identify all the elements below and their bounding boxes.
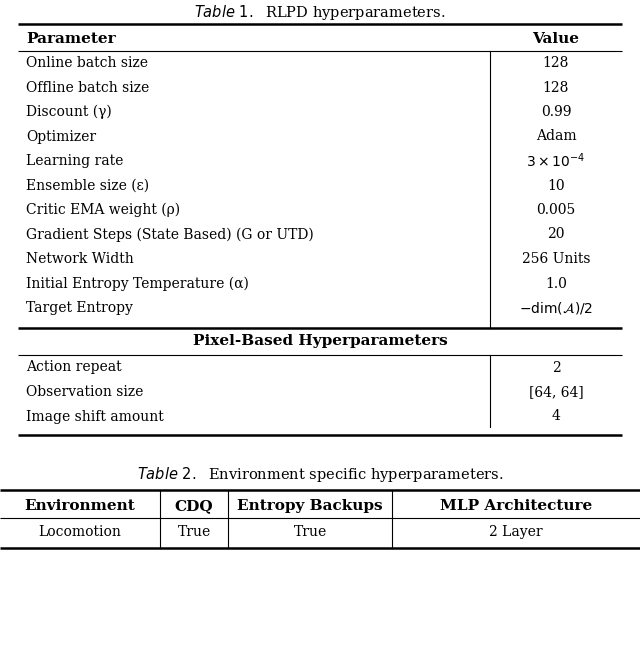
Text: 2 Layer: 2 Layer — [489, 525, 543, 539]
Text: Image shift amount: Image shift amount — [26, 409, 164, 424]
Text: Network Width: Network Width — [26, 252, 134, 266]
Text: 128: 128 — [543, 80, 569, 95]
Text: True: True — [177, 525, 211, 539]
Text: Optimizer: Optimizer — [26, 130, 96, 143]
Text: Discount (γ): Discount (γ) — [26, 105, 112, 119]
Text: Learning rate: Learning rate — [26, 154, 124, 168]
Text: Offline batch size: Offline batch size — [26, 80, 149, 95]
Text: 2: 2 — [552, 361, 561, 374]
Text: Gradient Steps (State Based) (G or UTD): Gradient Steps (State Based) (G or UTD) — [26, 228, 314, 242]
Text: 10: 10 — [547, 179, 565, 192]
Text: Pixel-Based Hyperparameters: Pixel-Based Hyperparameters — [193, 334, 447, 349]
Text: Critic EMA weight (ρ): Critic EMA weight (ρ) — [26, 203, 180, 217]
Text: $3 \times 10^{-4}$: $3 \times 10^{-4}$ — [526, 152, 586, 170]
Text: 0.99: 0.99 — [541, 105, 572, 119]
Text: Observation size: Observation size — [26, 385, 143, 399]
Text: Initial Entropy Temperature (α): Initial Entropy Temperature (α) — [26, 276, 249, 291]
Text: Environment: Environment — [24, 499, 136, 513]
Text: 20: 20 — [547, 228, 564, 241]
Text: Action repeat: Action repeat — [26, 361, 122, 374]
Text: Parameter: Parameter — [26, 32, 116, 46]
Text: 256 Units: 256 Units — [522, 252, 590, 266]
Text: Adam: Adam — [536, 130, 576, 143]
Text: $\mathit{Table\ 2.}$  Environment specific hyperparameters.: $\mathit{Table\ 2.}$ Environment specifi… — [137, 466, 503, 484]
Text: 0.005: 0.005 — [536, 203, 575, 217]
Text: CDQ: CDQ — [175, 499, 213, 513]
Text: Online batch size: Online batch size — [26, 56, 148, 70]
Text: Ensemble size (ε): Ensemble size (ε) — [26, 179, 149, 192]
Text: True: True — [293, 525, 326, 539]
Text: 4: 4 — [552, 409, 561, 424]
Text: Target Entropy: Target Entropy — [26, 301, 133, 315]
Text: $\mathit{Table\ 1.}$  RLPD hyperparameters.: $\mathit{Table\ 1.}$ RLPD hyperparameter… — [195, 3, 445, 22]
Text: Entropy Backups: Entropy Backups — [237, 499, 383, 513]
Text: MLP Architecture: MLP Architecture — [440, 499, 592, 513]
Text: [64, 64]: [64, 64] — [529, 385, 584, 399]
Text: 128: 128 — [543, 56, 569, 70]
Text: Value: Value — [532, 32, 579, 46]
Text: 1.0: 1.0 — [545, 276, 567, 291]
Text: $- \mathrm{dim}(\mathcal{A})/2$: $- \mathrm{dim}(\mathcal{A})/2$ — [519, 300, 593, 316]
Text: Locomotion: Locomotion — [38, 525, 122, 539]
